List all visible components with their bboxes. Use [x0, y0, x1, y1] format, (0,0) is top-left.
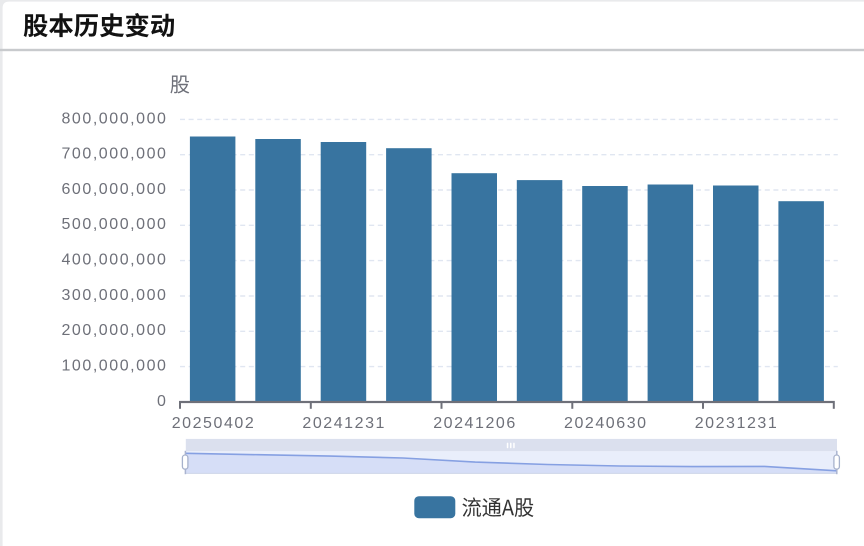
- svg-text:100,000,000: 100,000,000: [61, 358, 167, 375]
- svg-text:200,000,000: 200,000,000: [61, 322, 167, 339]
- svg-text:500,000,000: 500,000,000: [61, 216, 167, 233]
- svg-text:700,000,000: 700,000,000: [61, 146, 167, 163]
- svg-text:20250402: 20250402: [172, 415, 256, 432]
- svg-text:20241206: 20241206: [433, 415, 517, 432]
- svg-text:20241231: 20241231: [302, 415, 386, 432]
- svg-text:600,000,000: 600,000,000: [61, 181, 167, 198]
- svg-text:400,000,000: 400,000,000: [61, 252, 167, 269]
- svg-text:20231231: 20231231: [695, 415, 779, 432]
- svg-text:800,000,000: 800,000,000: [61, 110, 167, 127]
- svg-text:20240630: 20240630: [564, 415, 648, 432]
- svg-text:0: 0: [157, 393, 167, 410]
- svg-text:300,000,000: 300,000,000: [61, 287, 167, 304]
